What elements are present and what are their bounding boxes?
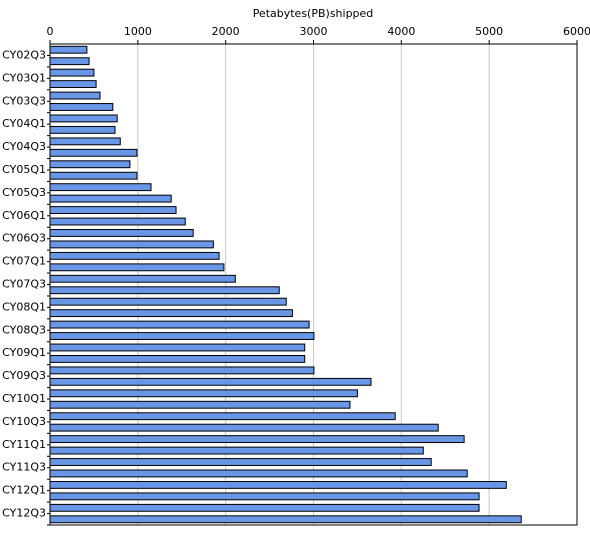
bar bbox=[49, 160, 131, 169]
y-tick-label: CY03Q3 bbox=[2, 94, 46, 107]
x-tick-label: 2000 bbox=[212, 25, 240, 38]
bar bbox=[49, 194, 172, 203]
y-tick-label: CY04Q1 bbox=[2, 117, 46, 130]
bar bbox=[49, 171, 138, 180]
x-tick-label: 5000 bbox=[475, 25, 503, 38]
y-tick-label: CY05Q1 bbox=[2, 163, 46, 176]
bar bbox=[49, 309, 293, 318]
bar bbox=[49, 286, 280, 295]
y-tick-label: CY11Q3 bbox=[2, 461, 46, 474]
y-tick-label: CY09Q1 bbox=[2, 346, 46, 359]
bar bbox=[49, 320, 310, 329]
x-tick-label: 4000 bbox=[387, 25, 415, 38]
bar bbox=[49, 183, 152, 192]
y-tick-label: CY10Q1 bbox=[2, 392, 46, 405]
y-tick-label: CY10Q3 bbox=[2, 415, 46, 428]
x-tick-label: 6000 bbox=[563, 25, 590, 38]
bar bbox=[49, 91, 101, 100]
bar bbox=[49, 263, 225, 272]
bar bbox=[49, 251, 220, 260]
bar bbox=[49, 492, 480, 501]
bar bbox=[49, 515, 522, 524]
bar bbox=[49, 377, 372, 386]
y-tick-label: CY03Q1 bbox=[2, 71, 46, 84]
x-tick-label: 0 bbox=[47, 25, 54, 38]
y-tick-label: CY11Q1 bbox=[2, 438, 46, 451]
y-tick-label: CY04Q3 bbox=[2, 140, 46, 153]
x-tick-label: 1000 bbox=[124, 25, 152, 38]
bar bbox=[49, 229, 194, 237]
bar bbox=[49, 114, 118, 123]
y-tick-label: CY05Q3 bbox=[2, 186, 46, 199]
bar bbox=[49, 68, 95, 77]
y-tick-label: CY12Q3 bbox=[2, 507, 46, 520]
bar bbox=[49, 366, 315, 375]
bar bbox=[49, 148, 138, 157]
y-tick-label: CY06Q1 bbox=[2, 209, 46, 222]
bar bbox=[49, 332, 315, 340]
bar bbox=[49, 45, 88, 54]
bar bbox=[49, 137, 121, 146]
bar bbox=[49, 446, 424, 455]
bar bbox=[49, 400, 351, 409]
bar bbox=[49, 240, 214, 249]
bar bbox=[49, 503, 480, 512]
bar bbox=[49, 125, 116, 134]
bar bbox=[49, 217, 186, 226]
bar bbox=[49, 423, 439, 432]
y-tick-label: CY09Q3 bbox=[2, 369, 46, 382]
bar bbox=[49, 389, 358, 398]
bar bbox=[49, 412, 396, 421]
bar bbox=[49, 355, 306, 363]
y-tick-label: CY02Q3 bbox=[2, 48, 46, 61]
y-tick-label: CY08Q1 bbox=[2, 300, 46, 313]
bar bbox=[49, 297, 287, 306]
chart-title: Petabytes(PB)shipped bbox=[253, 7, 374, 20]
bar bbox=[49, 469, 468, 478]
y-tick-label: CY07Q1 bbox=[2, 255, 46, 268]
bar bbox=[49, 80, 97, 89]
bar bbox=[49, 343, 306, 352]
y-tick-label: CY12Q1 bbox=[2, 484, 46, 497]
bar bbox=[49, 206, 177, 214]
bar bbox=[49, 480, 507, 489]
x-tick-label: 3000 bbox=[300, 25, 328, 38]
y-tick-label: CY07Q3 bbox=[2, 278, 46, 291]
bar bbox=[49, 57, 90, 66]
bar bbox=[49, 435, 465, 444]
bar bbox=[49, 274, 236, 283]
y-tick-label: CY06Q3 bbox=[2, 232, 46, 245]
bar bbox=[49, 458, 432, 466]
bar bbox=[49, 103, 114, 111]
y-tick-label: CY08Q3 bbox=[2, 323, 46, 336]
